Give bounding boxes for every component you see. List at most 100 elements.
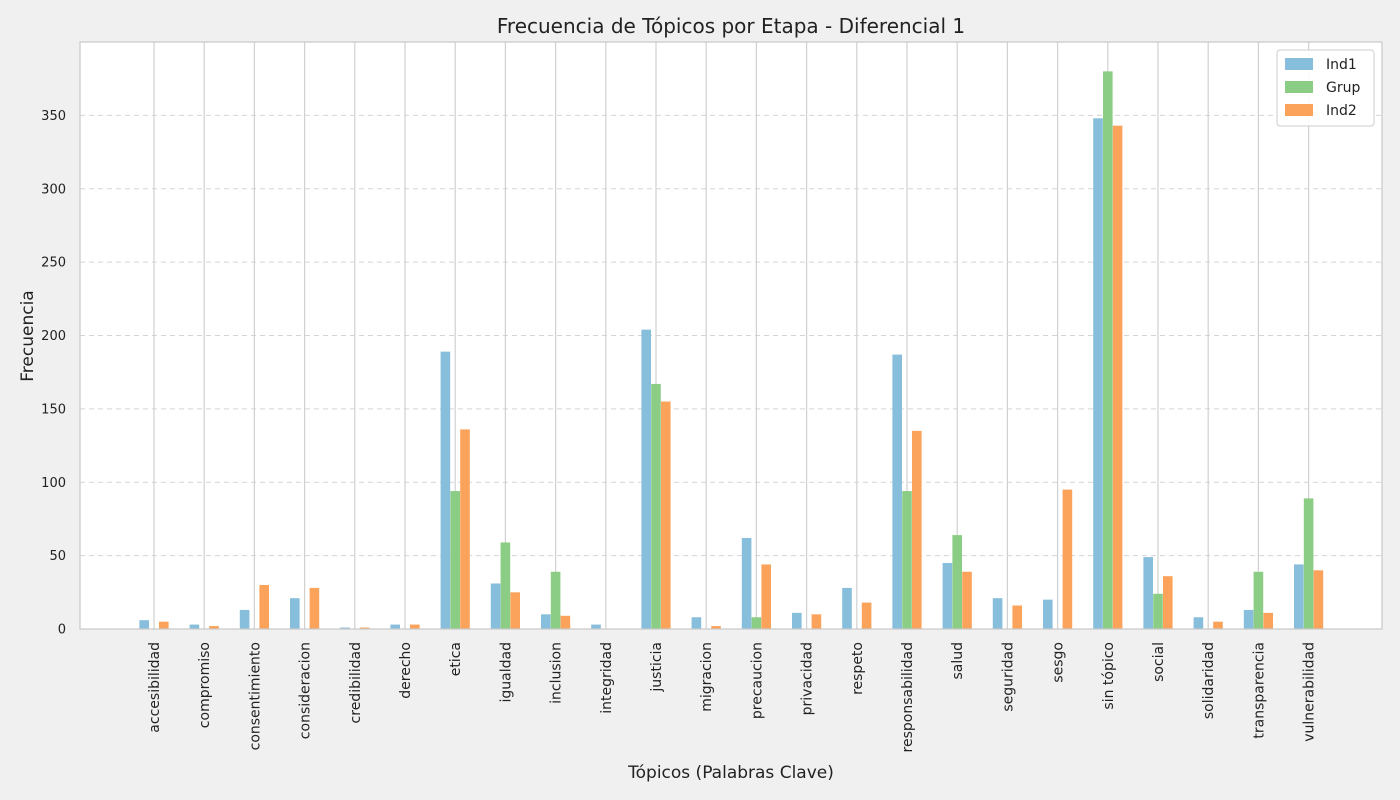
x-tick-label: respeto xyxy=(850,642,866,695)
bar-ind1 xyxy=(641,329,651,629)
bar-ind1 xyxy=(1294,564,1304,629)
x-tick-label: justicia xyxy=(649,642,665,693)
bar-ind1 xyxy=(490,583,501,629)
x-tick-label: seguridad xyxy=(1000,642,1016,712)
legend-swatch-grup xyxy=(1285,81,1313,93)
x-tick-label: sin tópico xyxy=(1101,642,1117,710)
y-axis-label: Frecuencia xyxy=(18,290,38,381)
legend-label-ind1: Ind1 xyxy=(1326,57,1357,73)
bar-ind2 xyxy=(761,564,771,629)
x-tick-label: sesgo xyxy=(1051,642,1067,683)
x-tick-label: social xyxy=(1151,642,1167,682)
y-tick-label: 350 xyxy=(41,109,66,124)
x-tick-label: migracion xyxy=(699,642,715,712)
bar-ind1 xyxy=(842,587,852,629)
x-tick-label: consideracion xyxy=(298,642,314,739)
bar-ind1 xyxy=(239,609,250,629)
bar-grup xyxy=(1153,593,1163,629)
bar-grup xyxy=(651,383,661,629)
y-tick-label: 250 xyxy=(41,256,66,271)
x-tick-label: inclusion xyxy=(549,642,565,704)
bar-ind2 xyxy=(460,429,470,629)
bar-ind2 xyxy=(510,592,520,629)
bar-ind1 xyxy=(440,351,451,629)
bar-ind1 xyxy=(390,624,400,629)
bar-ind2 xyxy=(811,614,822,629)
bar-ind2 xyxy=(359,627,370,629)
x-tick-label: compromiso xyxy=(197,642,213,728)
y-tick-label: 0 xyxy=(58,623,66,638)
bar-ind1 xyxy=(892,354,902,629)
x-tick-label: consentimiento xyxy=(247,642,263,750)
x-tick-label: igualdad xyxy=(498,642,514,702)
x-tick-label: etica xyxy=(448,642,464,676)
bar-ind2 xyxy=(711,626,721,629)
bar-ind1 xyxy=(1143,557,1153,629)
bar-ind1 xyxy=(189,624,200,629)
bar-ind1 xyxy=(591,624,601,629)
bar-grup xyxy=(952,535,962,629)
y-tick-labels: 0 50 100 150 200 250 300 350 xyxy=(41,109,66,638)
plot-frame xyxy=(79,41,1383,630)
bar-ind2 xyxy=(962,571,972,629)
x-tick-label: precaucion xyxy=(749,642,765,719)
bar-grup xyxy=(500,542,511,629)
x-tick-label: accesibilidad xyxy=(147,642,163,733)
bar-ind2 xyxy=(861,602,872,629)
y-tick-label: 100 xyxy=(41,476,66,491)
y-tick-label: 150 xyxy=(41,402,66,417)
bar-ind1 xyxy=(340,627,350,629)
legend-swatch-ind1 xyxy=(1285,58,1313,70)
legend-label-ind2: Ind2 xyxy=(1326,103,1357,119)
x-tick-label: privacidad xyxy=(800,642,816,715)
bar-grup xyxy=(1253,571,1264,629)
legend-swatch-ind2 xyxy=(1285,104,1313,116)
bar-grup xyxy=(1303,498,1314,629)
bar-ind1 xyxy=(992,598,1003,629)
x-tick-label: responsabilidad xyxy=(900,642,916,752)
bar-ind1 xyxy=(792,612,802,629)
x-tick-label: salud xyxy=(950,642,966,680)
bar-ind2 xyxy=(1112,125,1123,630)
x-tick-label: credibilidad xyxy=(348,642,364,723)
bar-ind1 xyxy=(1193,617,1204,629)
x-tick-label: integridad xyxy=(599,642,615,714)
bar-ind2 xyxy=(912,430,922,629)
bar-ind2 xyxy=(159,621,169,629)
bar-ind2 xyxy=(309,587,320,629)
bar-ind2 xyxy=(1313,570,1324,629)
bar-ind1 xyxy=(541,614,551,629)
bar-grup xyxy=(1103,71,1113,630)
chart-title: Frecuencia de Tópicos por Etapa - Difere… xyxy=(497,14,965,38)
bar-ind1 xyxy=(290,598,300,629)
bar-ind1 xyxy=(741,538,752,629)
y-tick-label: 300 xyxy=(41,182,66,197)
bar-grup xyxy=(902,491,912,629)
bar-ind2 xyxy=(1213,621,1223,629)
bar-ind2 xyxy=(1012,605,1022,629)
bar-ind2 xyxy=(1062,489,1073,629)
bar-ind2 xyxy=(410,624,420,629)
bar-grup xyxy=(751,617,762,629)
bars xyxy=(139,71,1324,630)
x-tick-label: transparencia xyxy=(1251,642,1267,739)
bar-grup xyxy=(450,491,460,629)
bar-ind1 xyxy=(1093,118,1103,629)
bar-ind2 xyxy=(209,626,219,629)
y-tick-label: 200 xyxy=(41,329,66,344)
bar-ind1 xyxy=(1043,599,1053,629)
bar-ind2 xyxy=(560,615,571,629)
x-tick-label: vulnerabilidad xyxy=(1302,642,1318,742)
bar-ind2 xyxy=(1163,576,1173,629)
bar-ind2 xyxy=(259,584,269,629)
x-tick-label: derecho xyxy=(398,642,414,699)
legend: Ind1 Grup Ind2 xyxy=(1276,49,1375,127)
x-tick-label: solidaridad xyxy=(1201,642,1217,719)
bar-ind1 xyxy=(691,617,702,629)
bar-ind2 xyxy=(1263,612,1273,629)
bar-ind1 xyxy=(942,562,953,629)
bar-grup xyxy=(550,571,561,629)
bar-ind1 xyxy=(1243,609,1254,629)
